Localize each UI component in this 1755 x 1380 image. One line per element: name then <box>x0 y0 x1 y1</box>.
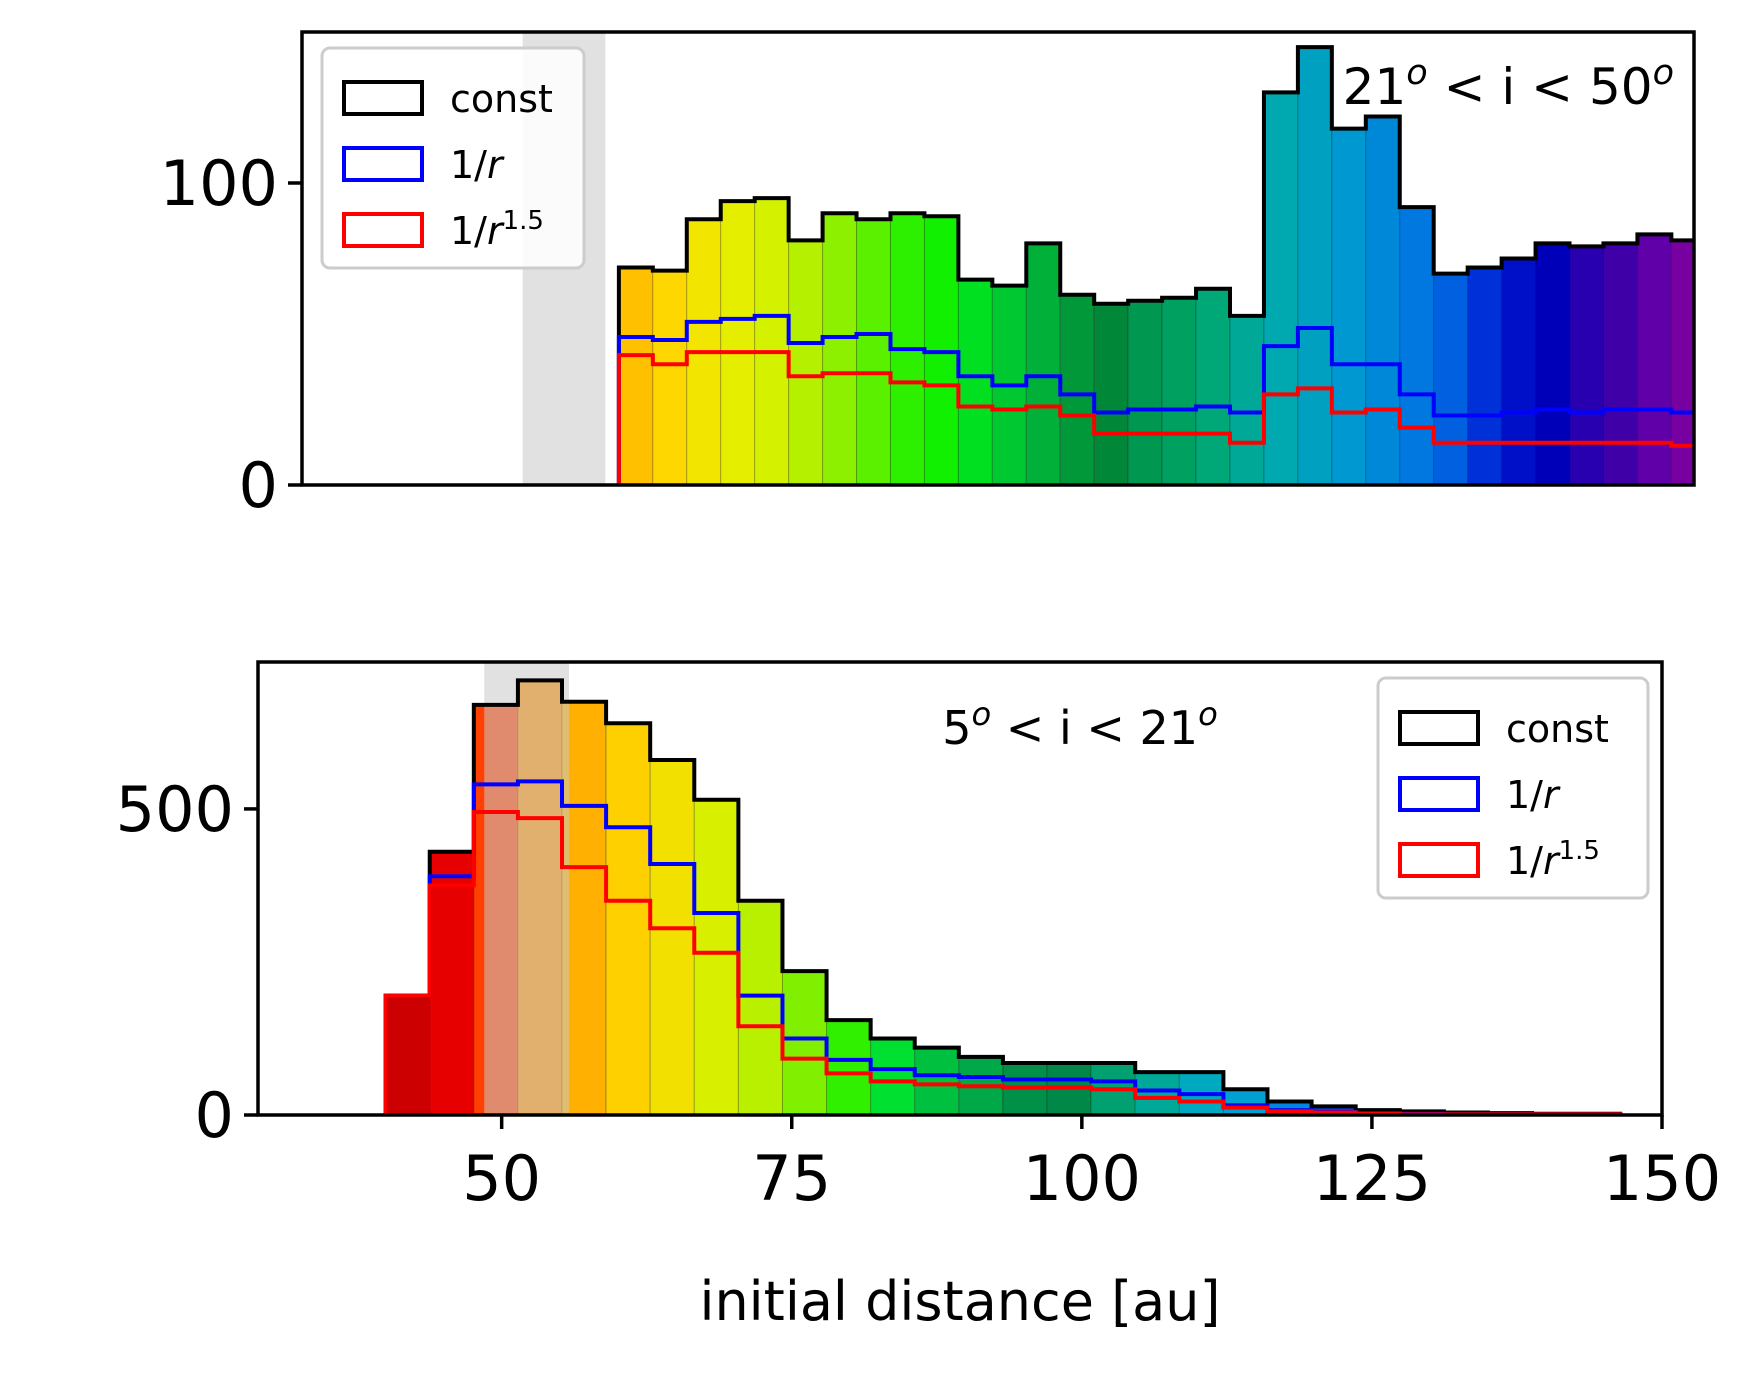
legend-label-1r15: 1/r1.5 <box>450 206 544 253</box>
bar <box>1025 242 1061 485</box>
y-tick-label: 0 <box>195 1079 234 1152</box>
bar <box>1161 297 1197 485</box>
bar <box>1263 91 1299 485</box>
series-line-const <box>383 678 1623 1115</box>
bar <box>1222 1088 1268 1115</box>
bar <box>1365 116 1401 485</box>
x-axis-label: initial distance [au] <box>699 1270 1220 1333</box>
bar <box>957 279 993 485</box>
series-line-1r15 <box>616 350 1694 485</box>
legend-swatch-const <box>342 80 424 116</box>
bar <box>1059 294 1095 485</box>
bar <box>429 851 475 1115</box>
bar <box>826 1019 872 1115</box>
legend-label-1r: 1/r <box>1506 773 1561 817</box>
bar <box>1705 246 1739 485</box>
bar <box>605 722 651 1115</box>
series-line-1r15 <box>383 809 1623 1115</box>
bar <box>385 995 431 1115</box>
bar <box>781 970 828 1115</box>
bar <box>618 267 654 485</box>
legend-label-const: const <box>450 77 553 121</box>
plot-area <box>522 32 1755 485</box>
x-tick-label: 100 <box>1023 1142 1141 1215</box>
bar <box>693 799 739 1115</box>
bar <box>737 900 783 1115</box>
legend-swatch-1r <box>342 146 424 182</box>
legend-swatch-1r15 <box>1398 842 1480 878</box>
axes-frame <box>300 30 1696 487</box>
x-tick-label: 50 <box>462 1142 541 1215</box>
bar <box>1134 1071 1180 1115</box>
x-tick-label: 150 <box>1603 1142 1721 1215</box>
legend-swatch-const <box>1398 710 1480 746</box>
bar <box>1331 128 1367 485</box>
bar <box>914 1047 960 1115</box>
y-tick-label: 0 <box>239 449 278 522</box>
bar <box>1229 315 1265 485</box>
bar <box>1569 245 1604 485</box>
legend-swatch-1r <box>1398 776 1480 812</box>
bar <box>788 239 824 485</box>
panel-top: 0 100 21o < i < 50o const 1/r 1/r1.5 <box>160 30 1755 522</box>
bar <box>720 200 756 485</box>
bar <box>561 701 607 1115</box>
legend-swatch-1r15 <box>342 212 424 248</box>
bar <box>1399 206 1435 485</box>
bar <box>754 197 790 485</box>
y-tick-label: 100 <box>160 147 278 220</box>
legend: const 1/r 1/r1.5 <box>1376 676 1650 900</box>
legend: const 1/r 1/r1.5 <box>320 46 586 270</box>
bar <box>1127 300 1163 485</box>
bar <box>1636 233 1672 485</box>
bar <box>649 759 695 1115</box>
legend-label-1r15: 1/r1.5 <box>1506 836 1600 883</box>
bar <box>1739 252 1755 485</box>
x-tick-label: 125 <box>1313 1142 1431 1215</box>
bar <box>856 218 891 485</box>
bar <box>870 1037 916 1115</box>
bar <box>1501 258 1537 485</box>
legend-label-const: const <box>1506 707 1609 751</box>
gray-band <box>484 662 569 1115</box>
axes-frame <box>256 660 1664 1117</box>
series-line-const <box>616 45 1694 485</box>
bar <box>1535 242 1571 485</box>
bar <box>1195 288 1231 485</box>
series-line-1r <box>616 313 1694 485</box>
inclination-annotation: 5o < i < 21o <box>942 695 1218 755</box>
bar <box>1467 267 1503 485</box>
bar <box>1670 239 1694 485</box>
x-tick-label: 75 <box>752 1142 831 1215</box>
bar <box>1093 303 1129 485</box>
panel-bottom: 0 500 50 75 100 125 150 initial distance [au] 5o… <box>116 660 1721 1333</box>
inclination-annotation: 21o < i < 50o <box>1343 53 1674 116</box>
bar <box>1433 273 1469 485</box>
legend-label-1r: 1/r <box>450 143 505 187</box>
plot-area <box>383 662 1623 1115</box>
bar <box>1602 242 1638 485</box>
bar <box>652 270 688 485</box>
y-tick-label: 500 <box>116 773 234 846</box>
bar <box>1297 46 1333 485</box>
bar <box>822 212 858 485</box>
